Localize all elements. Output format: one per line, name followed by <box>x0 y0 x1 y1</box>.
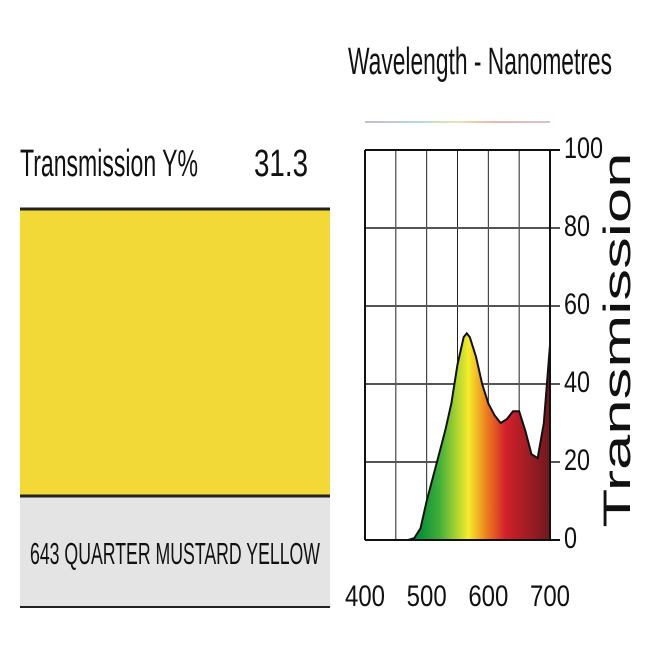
y-axis-label: Transmission <box>597 153 639 528</box>
y-tick-label: 40 <box>564 366 590 399</box>
y-tick-label: 100 <box>564 132 603 165</box>
curve <box>365 331 551 541</box>
y-tick-label: 20 <box>564 444 590 477</box>
filter-name: 643 QUARTER MUSTARD YELLOW <box>30 536 320 571</box>
y-tick-label: 0 <box>564 522 577 555</box>
x-tick-label: 600 <box>468 580 508 613</box>
color-swatch <box>20 208 330 496</box>
x-tick-label: 400 <box>345 580 385 613</box>
y-tick-label: 80 <box>564 210 590 243</box>
plot: 0 20 40 60 80 100 400 500 600 700 <box>345 132 603 613</box>
area-fill <box>365 333 550 540</box>
spectrum-bar <box>365 121 550 123</box>
transmission-label: Transmission Y% <box>20 143 198 185</box>
y-tick-label: 60 <box>564 288 590 321</box>
name-box <box>20 496 330 607</box>
transmission-value: 31.3 <box>254 143 308 185</box>
chart-title: Wavelength - Nanometres <box>348 41 612 83</box>
x-tick-label: 500 <box>407 580 447 613</box>
x-tick-label: 700 <box>530 580 570 613</box>
